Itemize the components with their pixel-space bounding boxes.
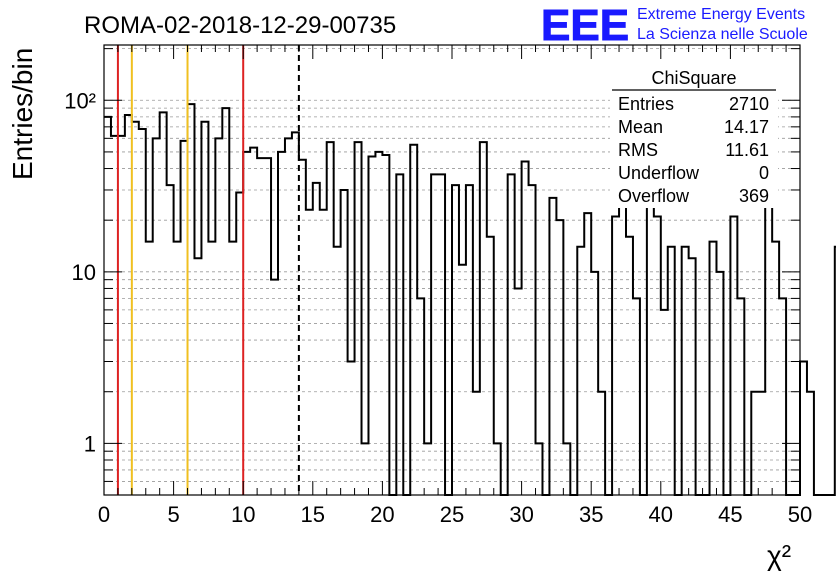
x-tick-label: 20 xyxy=(370,502,394,527)
histogram-outline xyxy=(104,103,836,496)
y-tick-label: 10 xyxy=(72,260,96,285)
y-tick-labels: 1 10 10² xyxy=(64,88,96,456)
x-tick-label: 25 xyxy=(440,502,464,527)
stat-value-rms: 11.61 xyxy=(725,140,769,160)
plot-title: ROMA-02-2018-12-29-00735 xyxy=(84,12,396,39)
axis-ticks xyxy=(103,45,801,495)
stat-value-underflow: 0 xyxy=(759,163,769,183)
stats-box: ChiSquare Entries 2710 Mean 14.17 RMS 11… xyxy=(610,66,778,208)
cut-lines xyxy=(116,45,300,495)
eee-logo: EEE xyxy=(541,1,629,50)
project-subtitle: La Scienza nelle Scuole xyxy=(637,26,808,43)
x-tick-label: 15 xyxy=(301,502,325,527)
x-tick-label: 30 xyxy=(509,502,533,527)
stat-label-overflow: Overflow xyxy=(618,186,690,206)
x-tick-label: 50 xyxy=(788,502,812,527)
x-tick-labels: 0 5 10 15 20 25 30 35 40 45 50 xyxy=(98,502,812,527)
x-tick-label: 35 xyxy=(579,502,603,527)
stat-label-mean: Mean xyxy=(618,117,663,137)
x-tick-label: 45 xyxy=(718,502,742,527)
stat-value-entries: 2710 xyxy=(729,94,769,114)
project-name: Extreme Energy Events xyxy=(637,6,805,23)
stats-box-title: ChiSquare xyxy=(651,68,736,88)
stat-label-entries: Entries xyxy=(618,94,674,114)
stat-value-mean: 14.17 xyxy=(724,117,769,137)
x-axis-title: χ² xyxy=(767,540,791,571)
x-tick-label: 5 xyxy=(167,502,179,527)
x-tick-label: 0 xyxy=(98,502,110,527)
y-axis-title: Entries/bin xyxy=(7,48,38,180)
y-tick-label: 10² xyxy=(64,88,96,113)
stat-value-overflow: 369 xyxy=(739,186,769,206)
y-tick-label: 1 xyxy=(84,431,96,456)
x-tick-label: 10 xyxy=(231,502,255,527)
histogram-bars xyxy=(104,103,836,496)
x-tick-label: 40 xyxy=(649,502,673,527)
stat-label-rms: RMS xyxy=(618,140,658,160)
stat-label-underflow: Underflow xyxy=(618,163,700,183)
